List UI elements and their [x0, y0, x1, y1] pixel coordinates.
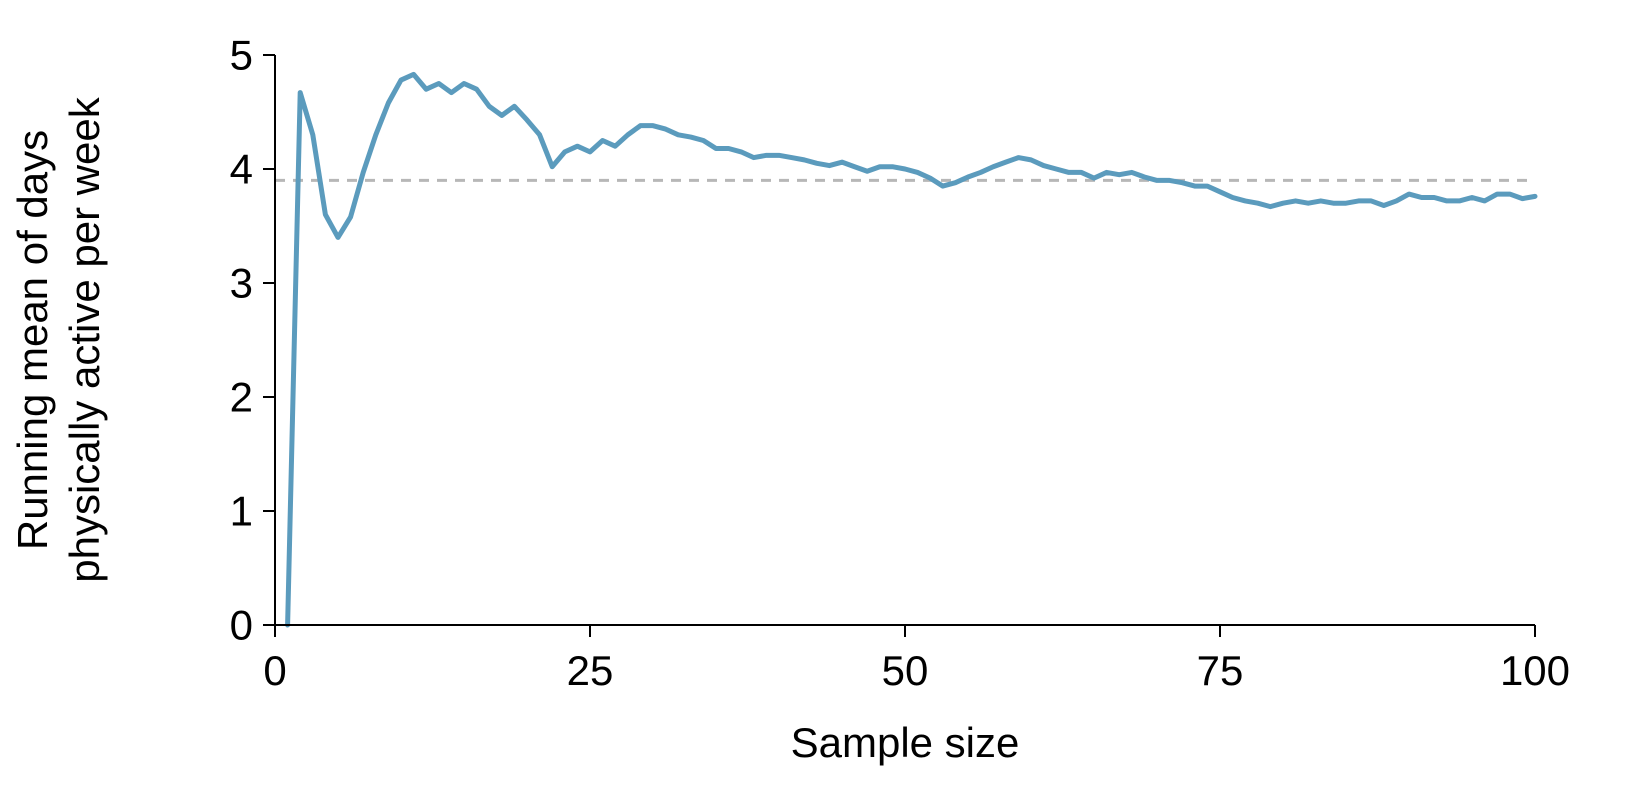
x-tick-label: 100 — [1500, 647, 1570, 694]
x-axis-label: Sample size — [791, 719, 1020, 766]
y-tick-label: 2 — [230, 374, 253, 421]
running-mean-chart: 0 25 50 75 100 0 1 2 3 4 5 Sample size Running mean … — [0, 0, 1650, 808]
series-line — [288, 74, 1535, 625]
y-axis-label-line2: physically active per week — [61, 96, 108, 583]
y-tick-label: 5 — [230, 32, 253, 79]
x-tick-label: 25 — [567, 647, 614, 694]
y-tick-label: 3 — [230, 260, 253, 307]
y-axis-label-line1: Running mean of days — [9, 130, 56, 550]
y-tick-label: 4 — [230, 146, 253, 193]
x-tick-label: 75 — [1197, 647, 1244, 694]
y-tick-label: 1 — [230, 488, 253, 535]
y-axis-label: Running mean of daysphysically active pe… — [9, 96, 108, 583]
x-tick-label: 0 — [263, 647, 286, 694]
x-tick-label: 50 — [882, 647, 929, 694]
y-tick-label: 0 — [230, 602, 253, 649]
